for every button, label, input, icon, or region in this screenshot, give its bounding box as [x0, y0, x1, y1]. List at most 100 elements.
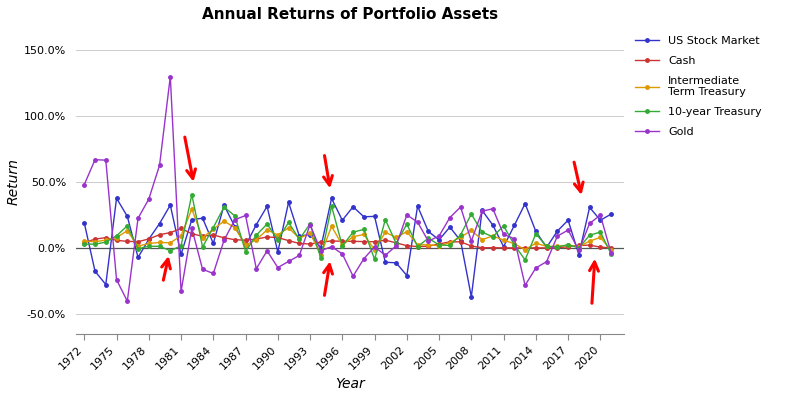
10-year Treasury [262, 221, 272, 226]
Gold [498, 232, 508, 237]
US Stock Market [381, 260, 390, 265]
US Stock Market [90, 269, 100, 274]
Cash [348, 239, 358, 244]
Cash [423, 244, 433, 249]
Intermediate
Term Treasury [166, 241, 175, 245]
Intermediate
Term Treasury [456, 235, 466, 240]
Gold [338, 252, 347, 256]
Intermediate
Term Treasury [466, 228, 476, 233]
US Stock Market [520, 201, 530, 206]
Gold [520, 283, 530, 288]
Intermediate
Term Treasury [542, 244, 551, 249]
Cash [326, 239, 336, 243]
Cash [574, 243, 584, 248]
US Stock Market [563, 218, 573, 223]
Intermediate
Term Treasury [326, 224, 336, 229]
US Stock Market [294, 234, 304, 239]
Intermediate
Term Treasury [134, 244, 143, 249]
US Stock Market [466, 294, 476, 299]
Legend: US Stock Market, Cash, Intermediate
Term Treasury, 10-year Treasury, Gold: US Stock Market, Cash, Intermediate Term… [635, 35, 762, 137]
Gold [359, 256, 369, 261]
US Stock Market [306, 232, 315, 237]
10-year Treasury [595, 230, 605, 234]
10-year Treasury [101, 240, 110, 245]
Intermediate
Term Treasury [434, 243, 444, 248]
Intermediate
Term Treasury [478, 237, 487, 242]
US Stock Market [478, 208, 487, 213]
Gold [510, 236, 519, 241]
Gold [251, 266, 261, 271]
Gold [381, 253, 390, 258]
Cash [391, 241, 401, 245]
10-year Treasury [176, 243, 186, 248]
Intermediate
Term Treasury [241, 243, 250, 247]
Cash [284, 238, 294, 243]
Cash [262, 234, 272, 239]
Gold [585, 221, 594, 226]
10-year Treasury [434, 243, 444, 247]
X-axis label: Year: Year [335, 377, 365, 391]
US Stock Market [134, 255, 143, 260]
Cash [478, 245, 487, 250]
Cash [542, 245, 551, 250]
Cash [219, 235, 229, 240]
US Stock Market [209, 241, 218, 246]
Intermediate
Term Treasury [553, 244, 562, 249]
10-year Treasury [498, 223, 508, 228]
Gold [402, 212, 412, 217]
US Stock Market [510, 223, 519, 228]
Cash [370, 239, 379, 244]
10-year Treasury [198, 245, 207, 249]
Gold [595, 213, 605, 218]
Cash [209, 232, 218, 237]
US Stock Market [574, 252, 584, 257]
US Stock Market [166, 203, 175, 208]
US Stock Market [391, 260, 401, 265]
Intermediate
Term Treasury [359, 232, 369, 237]
US Stock Market [79, 221, 89, 225]
10-year Treasury [423, 236, 433, 241]
Cash [230, 237, 240, 242]
Intermediate
Term Treasury [423, 242, 433, 247]
Gold [445, 215, 454, 220]
10-year Treasury [510, 243, 519, 247]
Intermediate
Term Treasury [585, 239, 594, 243]
Intermediate
Term Treasury [112, 235, 122, 240]
Gold [563, 228, 573, 232]
10-year Treasury [154, 244, 164, 249]
10-year Treasury [478, 230, 487, 234]
Cash [434, 241, 444, 246]
Gold [209, 271, 218, 276]
Intermediate
Term Treasury [90, 239, 100, 244]
Cash [606, 245, 616, 250]
Intermediate
Term Treasury [574, 244, 584, 249]
Gold [122, 299, 132, 304]
10-year Treasury [574, 245, 584, 250]
Cash [79, 240, 89, 245]
Gold [294, 253, 304, 258]
10-year Treasury [219, 205, 229, 210]
Intermediate
Term Treasury [606, 248, 616, 253]
Intermediate
Term Treasury [122, 228, 132, 233]
Intermediate
Term Treasury [381, 230, 390, 235]
Cash [445, 239, 454, 244]
10-year Treasury [553, 245, 562, 249]
10-year Treasury [241, 249, 250, 254]
Cash [413, 244, 422, 249]
10-year Treasury [134, 246, 143, 251]
10-year Treasury [90, 242, 100, 247]
Cash [122, 239, 132, 244]
10-year Treasury [542, 244, 551, 249]
US Stock Market [348, 204, 358, 209]
US Stock Market [154, 221, 164, 226]
Intermediate
Term Treasury [251, 237, 261, 242]
Cash [402, 243, 412, 248]
Intermediate
Term Treasury [294, 236, 304, 241]
10-year Treasury [187, 192, 197, 197]
10-year Treasury [531, 231, 541, 236]
Line: Gold: Gold [82, 75, 613, 303]
Cash [553, 245, 562, 250]
Gold [391, 243, 401, 248]
10-year Treasury [306, 221, 315, 226]
Cash [90, 236, 100, 241]
